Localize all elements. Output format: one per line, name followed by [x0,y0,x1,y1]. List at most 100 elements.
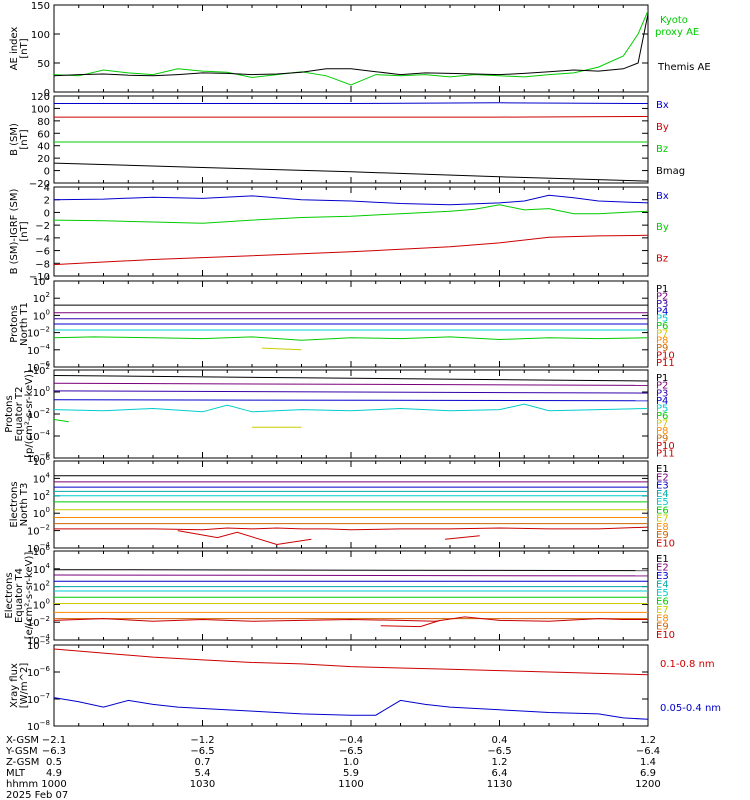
series-line-themis-ae [54,13,648,77]
y-tick-label: −2 [35,221,50,232]
y-axis-title: Equator T2 [14,387,25,442]
y-tick-label: −10 [29,272,50,283]
panel-frame [53,460,649,549]
y-axis-title: [W/m^2] [19,663,30,709]
panel-ae: 0 50 100 150 AE index [nT] Kyoto proxy AE Themis… [9,1,711,99]
y-tick-label: −20 [29,179,50,190]
legend-entry: P2 [656,381,668,392]
series-line-p3 [54,390,648,394]
legend-entry: E8 [656,613,669,624]
orbit-value: −0.4 [339,735,363,746]
orbit-value: 0.4 [492,735,508,746]
orbit-value: −6.5 [487,746,511,757]
y-tick-label: 10−4 [27,541,51,555]
y-tick-label: −8 [35,259,50,270]
y-axis-title: [e/(cm²-s-sr-keV)] [24,552,35,640]
panel-frame [53,644,649,727]
y-tick-label: 10−2 [27,407,50,421]
y-tick-label: −4 [35,234,50,245]
legend-entry: E2 [656,472,669,483]
orbit-value: 5.4 [195,768,211,779]
orbit-value: 0.5 [46,757,62,768]
legend-entry: P9 [656,434,668,445]
series-line-p6 [54,336,648,341]
orbit-value: 1.4 [640,757,656,768]
orbit-value: 0.7 [195,757,211,768]
y-tick-label: 106 [33,454,51,468]
orbit-value: 1130 [487,779,512,790]
legend-entry: By [656,122,669,133]
orbit-value: −6.5 [339,746,363,757]
orbit-value: 1.2 [640,735,656,746]
y-tick-label: 100 [31,30,50,41]
series-line-e1 [54,569,648,572]
y-tick-label: 104 [33,274,51,288]
y-tick-label: 102 [33,580,50,594]
y-axis-title: Xray flux [9,663,20,708]
y-tick-label: 100 [33,308,50,322]
legend-entry: P6 [656,411,668,422]
panel-pe: 10−6 10−4 10−2 100 102 Protons Equator T2 [p/(c… [4,363,675,465]
y-axis-title: [nT] [19,221,30,241]
y-tick-label: 100 [33,385,50,399]
series-line-0-1-0-8-nm [54,648,648,676]
legend-entry: P5 [656,403,668,414]
legend-entry: E5 [656,497,669,508]
series-line-p5 [54,403,648,413]
orbit-value: 1.2 [492,757,508,768]
y-tick-label: 10−4 [27,343,51,357]
y-tick-label: 50 [37,59,50,70]
y-tick-label: 10−7 [27,692,50,706]
orbit-value: −1.2 [190,735,214,746]
orbit-value: −6.4 [636,746,660,757]
legend-entry: E10 [656,538,675,549]
panel-frame [53,4,649,93]
orbit-row-label: MLT [6,768,26,779]
panel-frame [53,95,649,184]
orbit-value: 1.0 [343,757,359,768]
orbit-value: 4.9 [46,768,62,779]
orbit-value: 6.9 [640,768,656,779]
y-tick-label: 80 [37,117,50,128]
legend-entry: P3 [656,299,668,310]
legend-entry: 0.1-0.8 nm [660,659,715,670]
series-fragment [380,619,441,628]
y-axis-title: North T1 [19,302,30,346]
legend-entry: P4 [656,306,668,317]
legend-entry: E5 [656,588,669,599]
orbit-value: 1000 [41,779,66,790]
legend-entry: P4 [656,396,668,407]
y-axis-title: Electrons [4,572,15,618]
y-tick-label: 102 [33,489,50,503]
orbit-value: 1030 [190,779,215,790]
orbit-value: −2.1 [42,735,66,746]
y-axis-title: [nT] [19,38,30,58]
legend-entry: E6 [656,505,669,516]
legend-entry: By [656,222,669,233]
y-axis-title: B (SM) [9,123,20,156]
y-tick-label: 104 [33,471,51,485]
orbit-value: 1100 [338,779,363,790]
legend-entry: P5 [656,314,668,325]
series-line-kyoto-proxy-ae [54,10,648,86]
legend-entry: E10 [656,630,675,641]
orbit-value: −6.3 [42,746,66,757]
series-line-bx [54,102,648,104]
series-line-p7 [261,347,302,351]
legend-entry: P7 [656,328,668,339]
legend-entry: E4 [656,580,669,591]
legend-entry: Bmag [656,166,685,177]
legend-entry: E3 [656,571,669,582]
y-tick-label: 10−6 [27,451,51,465]
legend-entry: P3 [656,388,668,399]
legend-entry: P11 [656,358,675,369]
legend-entry: P8 [656,426,668,437]
y-tick-label: 10−8 [27,719,50,733]
y-axis-title: Protons [4,395,15,432]
legend-entry: P1 [656,373,668,384]
y-tick-label: 100 [33,597,50,611]
legend-entry: Kyoto proxy AE [655,15,699,38]
y-tick-label: 10−4 [27,429,51,443]
y-tick-label: 100 [33,506,50,520]
